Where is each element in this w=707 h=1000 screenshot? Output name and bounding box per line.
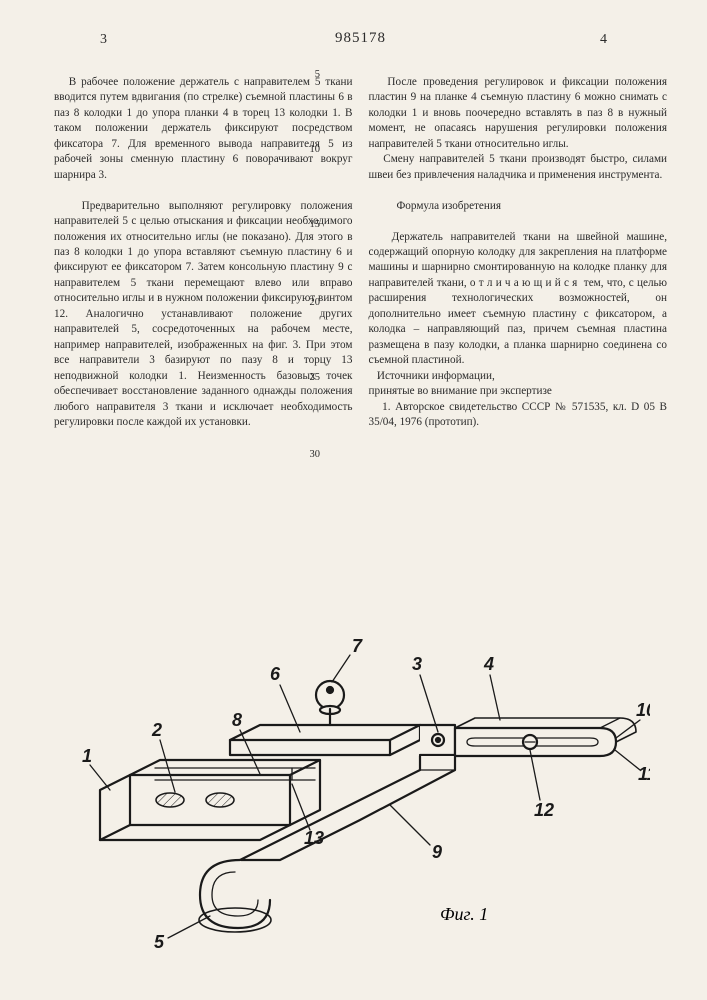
figure-svg: 1 2 3 4 5 6 7 8 9 10 11 12 13 Фиг. 1 <box>60 620 650 960</box>
column-left: В рабочее положение держатель с направит… <box>54 75 353 430</box>
callout-9: 9 <box>432 842 442 862</box>
callout-11: 11 <box>638 764 650 784</box>
page-number-right: 4 <box>600 32 607 48</box>
callout-6: 6 <box>270 664 281 684</box>
callout-12: 12 <box>534 800 554 820</box>
page-number-left: 3 <box>100 32 107 48</box>
line-number: 20 <box>310 296 321 310</box>
column-right: После проведения регулировок и фиксации … <box>369 75 668 430</box>
figure-label: Фиг. 1 <box>440 904 488 924</box>
line-number: 10 <box>310 143 321 157</box>
figure-1: 1 2 3 4 5 6 7 8 9 10 11 12 13 Фиг. 1 <box>60 620 650 960</box>
callout-4: 4 <box>483 654 494 674</box>
line-number: 25 <box>310 371 321 385</box>
line-number: 30 <box>310 448 321 462</box>
callout-3: 3 <box>412 654 422 674</box>
callout-7: 7 <box>352 636 363 656</box>
line-number: 15 <box>310 218 321 232</box>
callout-10: 10 <box>636 700 650 720</box>
page: 3 985178 4 В рабочее положение держатель… <box>0 0 707 1000</box>
document-number: 985178 <box>54 30 667 47</box>
callout-5: 5 <box>154 932 165 952</box>
callout-2: 2 <box>151 720 162 740</box>
line-number: 5 <box>315 68 320 82</box>
callout-1: 1 <box>82 746 92 766</box>
text-columns: В рабочее положение держатель с направит… <box>54 75 667 430</box>
callout-13: 13 <box>304 828 324 848</box>
callout-8: 8 <box>232 710 242 730</box>
